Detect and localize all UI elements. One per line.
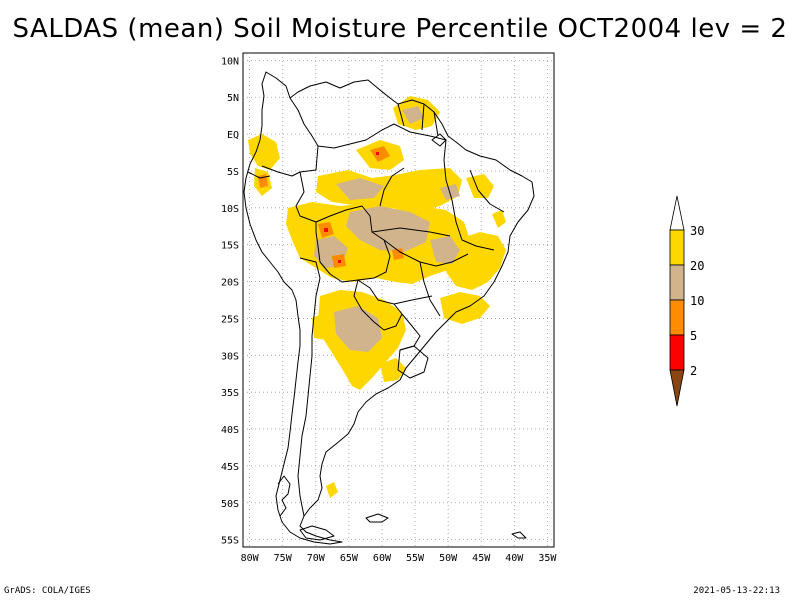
lat-tick-label: 5S xyxy=(227,167,239,178)
colorbar-label: 30 xyxy=(690,224,704,238)
patch-se-coast xyxy=(492,210,506,228)
lat-tick-label: 30S xyxy=(221,351,239,362)
lat-tick-label: 20S xyxy=(221,278,239,289)
map-frame xyxy=(242,52,555,548)
chilean-fjords xyxy=(277,475,291,517)
border-brazil-states-3 xyxy=(383,239,469,267)
lat-tick-label: 10N xyxy=(221,56,239,67)
lon-tick-label: 35W xyxy=(538,553,557,564)
patch-uruguay-south xyxy=(380,358,406,382)
lon-tick-label: 75W xyxy=(274,553,293,564)
border-guianas xyxy=(397,103,439,137)
border-brazil-states-4 xyxy=(469,169,505,213)
colorbar xyxy=(669,195,685,407)
continent-outline xyxy=(243,71,535,545)
border-uruguay xyxy=(397,345,429,379)
longitude-labels: 80W 75W 70W 65W 60W 55W 50W 45W 40W 35W xyxy=(241,553,558,564)
patch-orange-north xyxy=(370,146,390,162)
patch-northeast xyxy=(466,174,494,198)
border-brazil-states-2 xyxy=(443,139,463,241)
lon-tick-label: 45W xyxy=(472,553,491,564)
patch-red-3 xyxy=(376,152,379,155)
latitude-labels: 10N 5N EQ 5S 10S 15S 20S 25S 30S 35S 40S 45S 50S 55S xyxy=(221,56,239,546)
colorbar-above-30 xyxy=(669,195,685,231)
colorbar-labels: 2 5 10 20 30 xyxy=(690,224,704,378)
border-chile-argentina xyxy=(297,277,321,517)
border-brazil-states-7 xyxy=(461,239,495,251)
lat-tick-label: 5N xyxy=(227,93,239,104)
map-title: SALDAS (mean) Soil Moisture Percentile O… xyxy=(12,14,788,44)
border-venezuela-brazil xyxy=(317,123,395,149)
colorbar-below-2 xyxy=(669,369,685,407)
patch-amazon-central xyxy=(316,168,462,212)
border-paraguay xyxy=(353,279,403,331)
lon-tick-label: 55W xyxy=(406,553,425,564)
lat-tick-label: 50S xyxy=(221,499,239,510)
lat-tick-label: 45S xyxy=(221,462,239,473)
colorbar-20-30 xyxy=(669,229,685,266)
colorbar-5-10 xyxy=(669,299,685,336)
border-bolivia xyxy=(315,205,391,283)
patch-north-argentina xyxy=(312,312,334,340)
footer-timestamp: 2021-05-13-22:13 xyxy=(693,586,780,596)
lat-tick-label: 55S xyxy=(221,536,239,547)
footer-credit: GrADS: COLA/IGES xyxy=(4,586,91,596)
patch-colombia xyxy=(248,134,280,170)
colorbar-label: 10 xyxy=(690,294,704,308)
border-brazil-states-1 xyxy=(371,227,451,237)
border-brazil-states-8 xyxy=(379,167,405,207)
lat-tick-label: 25S xyxy=(221,314,239,325)
coastlines-and-borders xyxy=(243,71,535,545)
colorbar-10-20 xyxy=(669,264,685,301)
lon-tick-label: 40W xyxy=(505,553,524,564)
border-peru-brazil xyxy=(295,171,317,223)
lon-tick-label: 70W xyxy=(307,553,326,564)
colorbar-label: 2 xyxy=(690,364,697,378)
colorbar-label: 20 xyxy=(690,259,704,273)
patch-red-2 xyxy=(338,260,341,263)
lat-tick-label: 15S xyxy=(221,241,239,252)
border-colombia-venezuela xyxy=(289,97,319,147)
patch-tan-goias xyxy=(430,236,460,264)
border-brazil-states-6 xyxy=(393,295,433,305)
patch-tan-guianas xyxy=(402,106,424,124)
border-peru-chile xyxy=(299,257,321,279)
lat-tick-label: 10S xyxy=(221,204,239,215)
border-ecuador xyxy=(247,171,271,179)
colorbar-label: 5 xyxy=(690,329,697,343)
border-colombia-peru xyxy=(261,145,319,177)
falklands xyxy=(365,513,389,523)
border-brazil-north xyxy=(393,123,447,141)
patch-orange-goias xyxy=(392,248,404,260)
border-brazil-states-5 xyxy=(419,261,441,317)
lon-tick-label: 80W xyxy=(241,553,260,564)
colorbar-2-5 xyxy=(669,334,685,371)
tierra-del-fuego xyxy=(299,525,335,541)
lat-tick-label: EQ xyxy=(227,130,239,141)
patch-tan-mato-grosso xyxy=(346,206,430,252)
lon-tick-label: 60W xyxy=(373,553,392,564)
lat-tick-label: 40S xyxy=(221,425,239,436)
lat-tick-label: 35S xyxy=(221,388,239,399)
south-georgia xyxy=(511,531,527,539)
patch-red-1 xyxy=(324,228,328,232)
patch-patagonia xyxy=(326,482,338,498)
amazon-delta xyxy=(431,133,447,147)
patch-east-brazil xyxy=(446,232,506,290)
lon-tick-label: 50W xyxy=(439,553,458,564)
lon-tick-label: 65W xyxy=(340,553,359,564)
patch-tan-amazon xyxy=(336,178,384,200)
